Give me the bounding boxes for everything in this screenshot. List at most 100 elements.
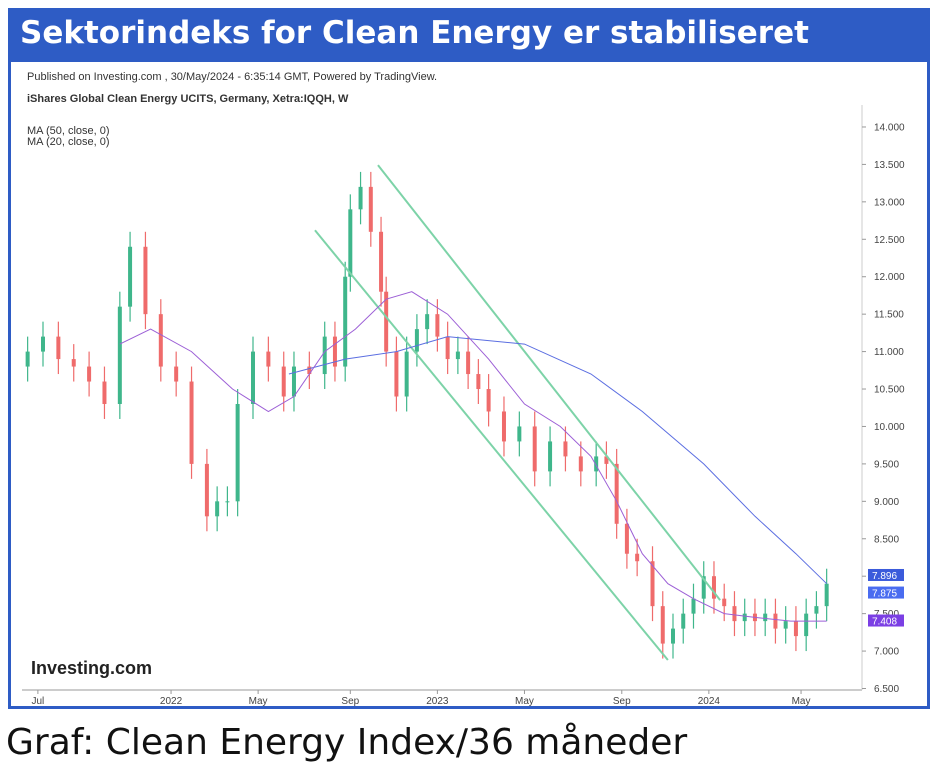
candle-body xyxy=(174,366,179,382)
candle-body xyxy=(332,336,337,367)
candle-body xyxy=(158,314,163,367)
candle-body xyxy=(358,186,363,210)
caption: Graf: Clean Energy Index/36 måneder xyxy=(6,722,688,763)
candle-body xyxy=(783,621,788,629)
legend-entry: MA (50, close, 0) xyxy=(27,125,110,137)
candle-body xyxy=(404,351,409,397)
candle-body xyxy=(793,621,798,637)
candle-body xyxy=(501,411,506,442)
candle-body xyxy=(466,351,471,375)
trend-line xyxy=(314,229,669,661)
candle-body xyxy=(635,553,640,562)
candle-body xyxy=(414,329,419,352)
title-banner: Sektorindeks for Clean Energy er stabili… xyxy=(8,8,930,62)
candle-body xyxy=(532,426,537,472)
published-note: Published on Investing.com , 30/May/2024… xyxy=(27,71,437,83)
price-label-box xyxy=(868,586,904,599)
candle-body xyxy=(394,351,399,397)
x-tick-label: Sep xyxy=(341,696,359,706)
x-tick-label: 2022 xyxy=(160,696,183,706)
candle-body xyxy=(117,306,122,404)
price-label: 7.896 xyxy=(872,571,897,582)
candle-body xyxy=(425,314,430,330)
candle-body xyxy=(56,336,61,360)
candle-body xyxy=(143,246,148,315)
candle-body xyxy=(435,314,440,337)
candle-body xyxy=(732,606,737,622)
candle-body xyxy=(548,441,553,472)
candle-body xyxy=(701,576,706,599)
y-tick-label: 11.000 xyxy=(874,347,904,358)
candle-body xyxy=(814,606,819,614)
candle-body xyxy=(563,441,568,457)
candle-body xyxy=(379,231,384,292)
price-label: 7.875 xyxy=(872,589,897,600)
trend-line xyxy=(377,164,721,601)
candle-body xyxy=(189,381,194,464)
candle-body xyxy=(671,628,675,644)
y-tick-label: 9.000 xyxy=(874,497,899,508)
y-tick-label: 13.000 xyxy=(874,197,905,208)
candle-body xyxy=(773,613,778,629)
legend-entry: MA (20, close, 0) xyxy=(27,136,110,148)
candle-body xyxy=(215,501,220,517)
candle-body xyxy=(281,366,286,397)
x-tick-label: 2023 xyxy=(426,696,449,706)
candle-body xyxy=(486,389,491,412)
y-tick-label: 6.500 xyxy=(874,684,899,695)
candle-body xyxy=(368,186,373,232)
candle-body xyxy=(71,359,76,367)
candle-body xyxy=(660,606,665,644)
candle-body xyxy=(517,426,522,442)
candle-body xyxy=(578,456,583,472)
price-label-box xyxy=(868,568,904,581)
candle-body xyxy=(41,336,45,352)
title: Sektorindeks for Clean Energy er stabili… xyxy=(20,15,809,51)
chart-frame: Published on Investing.com , 30/May/2024… xyxy=(8,62,930,709)
candle-body xyxy=(604,456,609,464)
chart: Published on Investing.com , 30/May/2024… xyxy=(22,71,905,707)
candle-body xyxy=(384,291,389,352)
candle-body xyxy=(102,381,107,404)
candle-body xyxy=(25,351,30,367)
candle-body xyxy=(291,366,296,397)
candle-body xyxy=(235,403,240,502)
candle-body xyxy=(722,598,727,607)
candle-body xyxy=(322,336,327,375)
candle-body xyxy=(681,613,686,629)
candle-body xyxy=(742,613,747,622)
y-tick-label: 13.500 xyxy=(874,160,905,171)
candle-body xyxy=(348,209,353,277)
y-tick-label: 11.500 xyxy=(874,310,904,321)
x-tick-label: Sep xyxy=(613,696,631,706)
candle-body xyxy=(763,613,768,622)
candle-body xyxy=(307,366,312,375)
candle-body xyxy=(225,501,230,503)
candle-body xyxy=(266,351,271,367)
moving-average xyxy=(288,336,828,585)
logo: Investing.com xyxy=(31,658,152,678)
candle-body xyxy=(476,374,481,390)
candle-body xyxy=(824,583,829,607)
x-tick-label: May xyxy=(792,696,811,706)
price-label-box xyxy=(868,614,904,627)
candle-body xyxy=(455,351,460,360)
candle-body xyxy=(650,561,655,607)
candle-body xyxy=(691,598,696,614)
y-tick-label: 12.500 xyxy=(874,235,905,246)
moving-average xyxy=(119,291,827,622)
y-tick-label: 9.500 xyxy=(874,459,899,470)
candle-body xyxy=(804,613,809,637)
candle-body xyxy=(87,366,92,382)
x-tick-label: 2024 xyxy=(698,696,721,706)
price-label: 7.408 xyxy=(872,617,897,628)
candle-body xyxy=(711,576,716,599)
candle-body xyxy=(614,463,619,524)
y-tick-label: 14.000 xyxy=(874,122,905,133)
x-tick-label: May xyxy=(515,696,534,706)
candle-body xyxy=(624,523,629,554)
x-tick-label: May xyxy=(249,696,268,706)
y-tick-label: 10.000 xyxy=(874,422,905,433)
y-tick-label: 12.000 xyxy=(874,272,905,283)
